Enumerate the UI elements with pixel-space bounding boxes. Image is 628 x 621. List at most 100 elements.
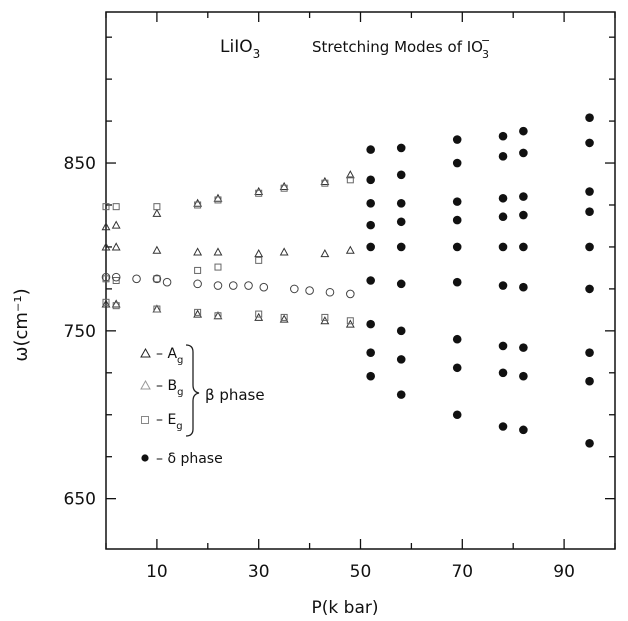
data-point-filled-circle <box>396 355 406 364</box>
data-point-filled-circle <box>366 175 375 185</box>
data-point-triangle <box>279 247 289 256</box>
data-point-triangle <box>193 247 203 256</box>
data-point-square <box>280 313 288 321</box>
data-point-square <box>346 176 354 184</box>
data-point-filled-circle <box>498 131 508 141</box>
data-points <box>101 113 594 448</box>
data-point-filled-circle <box>452 277 462 287</box>
data-point-filled-circle <box>498 212 508 222</box>
data-point-filled-circle <box>498 242 508 252</box>
data-point-triangle <box>213 247 223 256</box>
data-point-filled-circle <box>498 422 508 431</box>
data-point-circle <box>325 287 335 297</box>
data-point-circle <box>290 284 299 294</box>
data-point-filled-circle <box>396 279 406 289</box>
data-point-triangle <box>254 249 264 258</box>
data-point-circle <box>259 282 269 292</box>
data-point-filled-circle <box>396 199 406 208</box>
data-point-triangle <box>254 186 264 196</box>
data-point-square <box>102 203 110 211</box>
legend-marker-triangle-faint <box>140 379 151 390</box>
y-tick-labels: 650 750 850 <box>64 154 96 510</box>
legend-marker-filled-circle <box>141 454 149 462</box>
data-point-square <box>102 275 110 283</box>
tick-marks <box>105 12 616 549</box>
data-point-triangle <box>279 181 289 191</box>
data-point-filled-circle <box>585 138 594 148</box>
data-point-square <box>153 305 161 313</box>
data-point-filled-circle <box>452 334 462 344</box>
data-point-square <box>321 313 329 321</box>
data-point-filled-circle <box>366 348 375 357</box>
data-point-filled-circle <box>366 371 375 381</box>
data-point-filled-circle <box>452 197 462 206</box>
data-point-square <box>194 266 202 274</box>
data-point-filled-circle <box>519 148 528 158</box>
legend-label-bg: – Bg <box>156 378 183 398</box>
data-point-triangle <box>111 299 121 308</box>
data-point-filled-circle <box>585 187 594 196</box>
data-point-square <box>255 310 263 318</box>
data-point-circle <box>305 286 314 295</box>
data-point-triangle <box>345 170 355 179</box>
data-point-filled-circle <box>585 284 594 294</box>
data-point-square <box>102 298 110 306</box>
data-point-filled-circle <box>366 220 375 230</box>
data-point-filled-circle <box>585 113 594 123</box>
data-point-filled-circle <box>519 282 528 292</box>
data-point-filled-circle <box>366 276 375 285</box>
data-point-triangle <box>101 242 111 251</box>
data-point-circle <box>111 272 121 282</box>
data-point-filled-circle <box>585 348 594 357</box>
data-point-triangle <box>193 198 203 207</box>
data-point-filled-circle <box>585 376 594 386</box>
data-point-triangle <box>320 249 330 258</box>
data-point-triangle <box>111 220 121 229</box>
data-point-filled-circle <box>519 242 528 252</box>
data-point-filled-circle <box>396 143 406 153</box>
data-point-circle <box>193 279 202 289</box>
data-point-triangle <box>111 242 121 251</box>
data-point-filled-circle <box>452 363 462 373</box>
legend-brace-label: β phase <box>205 386 265 404</box>
data-point-filled-circle <box>519 192 528 201</box>
data-point-triangle <box>193 309 203 318</box>
data-point-filled-circle <box>366 145 375 154</box>
data-point-filled-circle <box>452 158 462 168</box>
title-compound: LiIO3 <box>220 37 260 61</box>
chart-title: Stretching Modes of IO3− <box>312 34 490 61</box>
data-point-circle <box>101 272 111 282</box>
legend-entry-ag: – Ag <box>140 346 183 366</box>
data-point-filled-circle <box>498 152 508 161</box>
data-point-square <box>112 277 120 284</box>
x-tick-label: 90 <box>553 562 575 582</box>
legend-entry-bg: – Bg <box>140 378 183 398</box>
data-point-filled-circle <box>452 215 462 225</box>
data-point-circle <box>244 281 253 290</box>
data-point-circle <box>162 277 172 287</box>
data-point-filled-circle <box>396 326 406 336</box>
legend: – Ag – Bg – Eg β phase – δ phase <box>140 344 265 467</box>
data-point-filled-circle <box>585 207 594 216</box>
legend-entry-delta: – δ phase <box>141 451 223 467</box>
legend-brace <box>185 344 200 437</box>
x-tick-label: 50 <box>350 562 372 582</box>
data-point-filled-circle <box>452 410 462 420</box>
data-point-triangle <box>345 245 355 254</box>
data-point-filled-circle <box>519 425 528 435</box>
data-point-filled-circle <box>585 438 594 448</box>
y-axis-label: ω(cm⁻¹) <box>11 288 32 361</box>
data-point-square <box>194 308 202 316</box>
data-point-square <box>112 302 120 310</box>
data-point-filled-circle <box>396 242 406 252</box>
legend-label-ag: – Ag <box>156 346 183 366</box>
data-point-triangle <box>101 299 111 308</box>
data-point-filled-circle <box>519 343 528 352</box>
data-point-square <box>214 312 222 320</box>
data-point-filled-circle <box>366 319 375 329</box>
data-point-circle <box>152 274 162 284</box>
data-point-circle <box>132 274 141 284</box>
x-tick-label: 30 <box>248 562 270 582</box>
data-point-square <box>194 201 202 209</box>
